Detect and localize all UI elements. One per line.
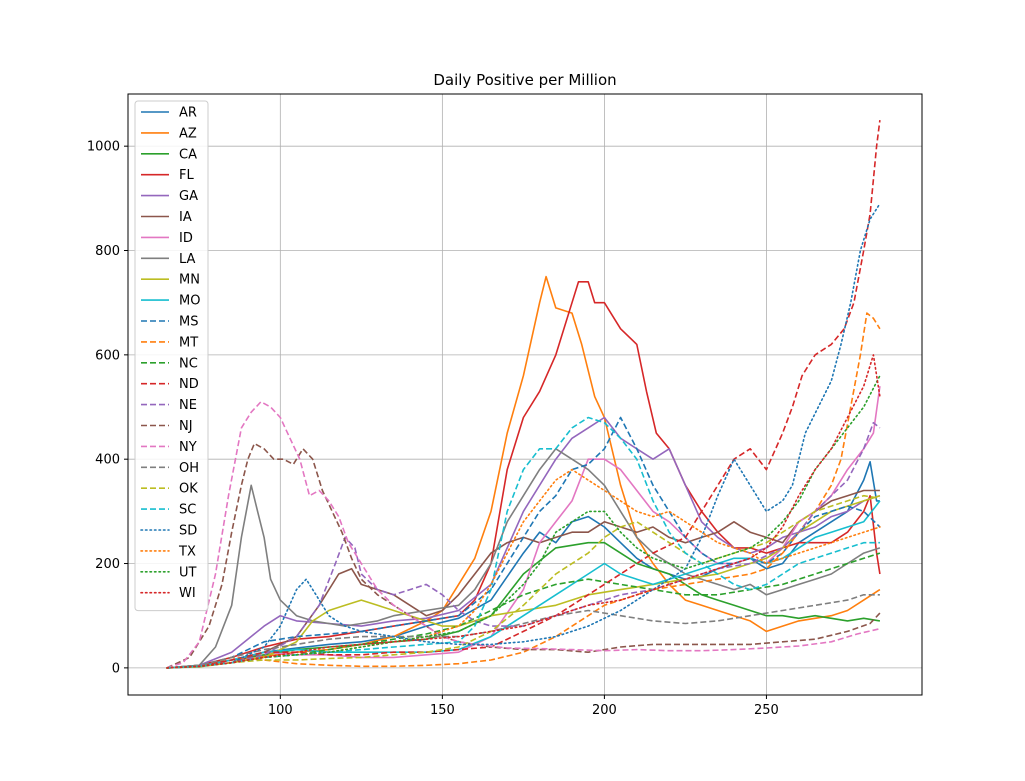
series-line-ne xyxy=(166,421,881,669)
legend-label-fl: FL xyxy=(179,168,194,183)
legend-label-nc: NC xyxy=(179,356,198,371)
legend-label-ne: NE xyxy=(179,398,197,413)
legend-label-id: ID xyxy=(179,231,193,246)
series-line-ny xyxy=(166,401,881,669)
series-line-ut xyxy=(166,374,881,669)
plot-area-frame xyxy=(127,93,923,696)
legend-label-az: AZ xyxy=(179,126,197,141)
series-line-wi xyxy=(166,354,881,669)
legend-label-mn: MN xyxy=(179,273,200,288)
legend-box xyxy=(134,100,209,612)
x-tick-label: 250 xyxy=(754,703,779,718)
x-tick-label: 200 xyxy=(592,703,617,718)
y-axis: 0 200 400 600 800 1000 xyxy=(87,140,128,676)
legend-label-ok: OK xyxy=(179,482,198,497)
series-line-sc xyxy=(166,416,880,669)
series-line-ca xyxy=(166,541,881,669)
legend-label-ga: GA xyxy=(179,189,198,204)
series-line-nd xyxy=(166,119,881,669)
series-line-nj xyxy=(166,442,881,669)
y-tick-label: 400 xyxy=(95,453,120,468)
series-line-mt xyxy=(166,312,881,669)
x-tick-label: 100 xyxy=(268,703,293,718)
series-line-ok xyxy=(166,494,881,669)
chart-title: Daily Positive per Million xyxy=(433,71,616,89)
legend-label-wi: WI xyxy=(179,586,196,601)
legend-label-ny: NY xyxy=(179,440,197,455)
series-lines xyxy=(166,119,881,669)
y-tick-label: 600 xyxy=(95,348,120,363)
legend-label-ut: UT xyxy=(179,565,197,580)
series-line-az xyxy=(166,275,881,669)
legend: AR AZ CA FL GA IA ID LA MN MO MS MT NC ND NE NJ NY OH OK SC… xyxy=(134,100,209,612)
series-line-sd xyxy=(166,202,881,669)
legend-label-nj: NJ xyxy=(179,419,193,434)
legend-label-nd: ND xyxy=(179,377,199,392)
legend-label-ia: IA xyxy=(179,210,192,225)
series-line-la xyxy=(166,448,881,669)
legend-label-la: LA xyxy=(179,252,196,267)
series-line-ar xyxy=(166,461,880,669)
legend-label-sc: SC xyxy=(179,503,196,518)
x-tick-label: 150 xyxy=(430,703,455,718)
series-line-oh xyxy=(166,594,880,669)
y-tick-label: 200 xyxy=(95,557,120,572)
legend-label-sd: SD xyxy=(179,524,197,539)
legend-label-mt: MT xyxy=(179,335,198,350)
series-line-tx xyxy=(166,468,881,669)
y-tick-label: 0 xyxy=(112,661,120,676)
legend-label-ms: MS xyxy=(179,315,198,330)
series-line-mo xyxy=(166,500,881,669)
legend-label-tx: TX xyxy=(178,544,196,559)
gridlines xyxy=(128,94,922,695)
legend-label-mo: MO xyxy=(179,294,200,309)
y-tick-label: 1000 xyxy=(87,140,120,155)
legend-label-ca: CA xyxy=(179,147,197,162)
x-axis: 100 150 200 250 xyxy=(268,695,779,718)
legend-label-ar: AR xyxy=(179,106,197,121)
series-line-ia xyxy=(166,489,880,669)
y-tick-label: 800 xyxy=(95,244,120,259)
series-line-ms xyxy=(166,416,881,669)
legend-label-oh: OH xyxy=(179,461,199,476)
